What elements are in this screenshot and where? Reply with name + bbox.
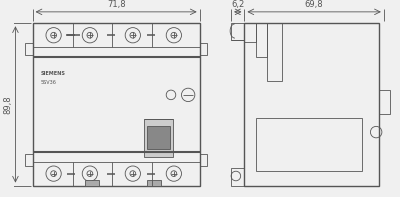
Bar xyxy=(231,168,244,186)
Bar xyxy=(256,23,267,57)
Bar xyxy=(147,180,162,186)
Bar xyxy=(25,154,33,165)
Text: 5SV36: 5SV36 xyxy=(40,80,56,85)
Bar xyxy=(256,118,362,171)
Bar xyxy=(244,23,379,186)
Bar xyxy=(200,154,207,165)
Bar xyxy=(231,23,244,41)
Bar xyxy=(267,23,282,81)
Bar xyxy=(200,43,207,55)
Bar xyxy=(25,43,33,55)
Bar xyxy=(33,162,200,186)
Text: SIEMENS: SIEMENS xyxy=(40,71,65,76)
Bar xyxy=(244,23,256,42)
Text: 71,8: 71,8 xyxy=(107,0,126,9)
Bar xyxy=(33,23,200,47)
Bar xyxy=(379,90,390,114)
Bar xyxy=(144,119,173,157)
Bar xyxy=(85,180,100,186)
Bar xyxy=(33,23,200,186)
Text: 89,8: 89,8 xyxy=(4,95,12,114)
Bar xyxy=(147,126,170,149)
Text: 69,8: 69,8 xyxy=(305,0,324,9)
Text: 6,2: 6,2 xyxy=(231,0,244,9)
